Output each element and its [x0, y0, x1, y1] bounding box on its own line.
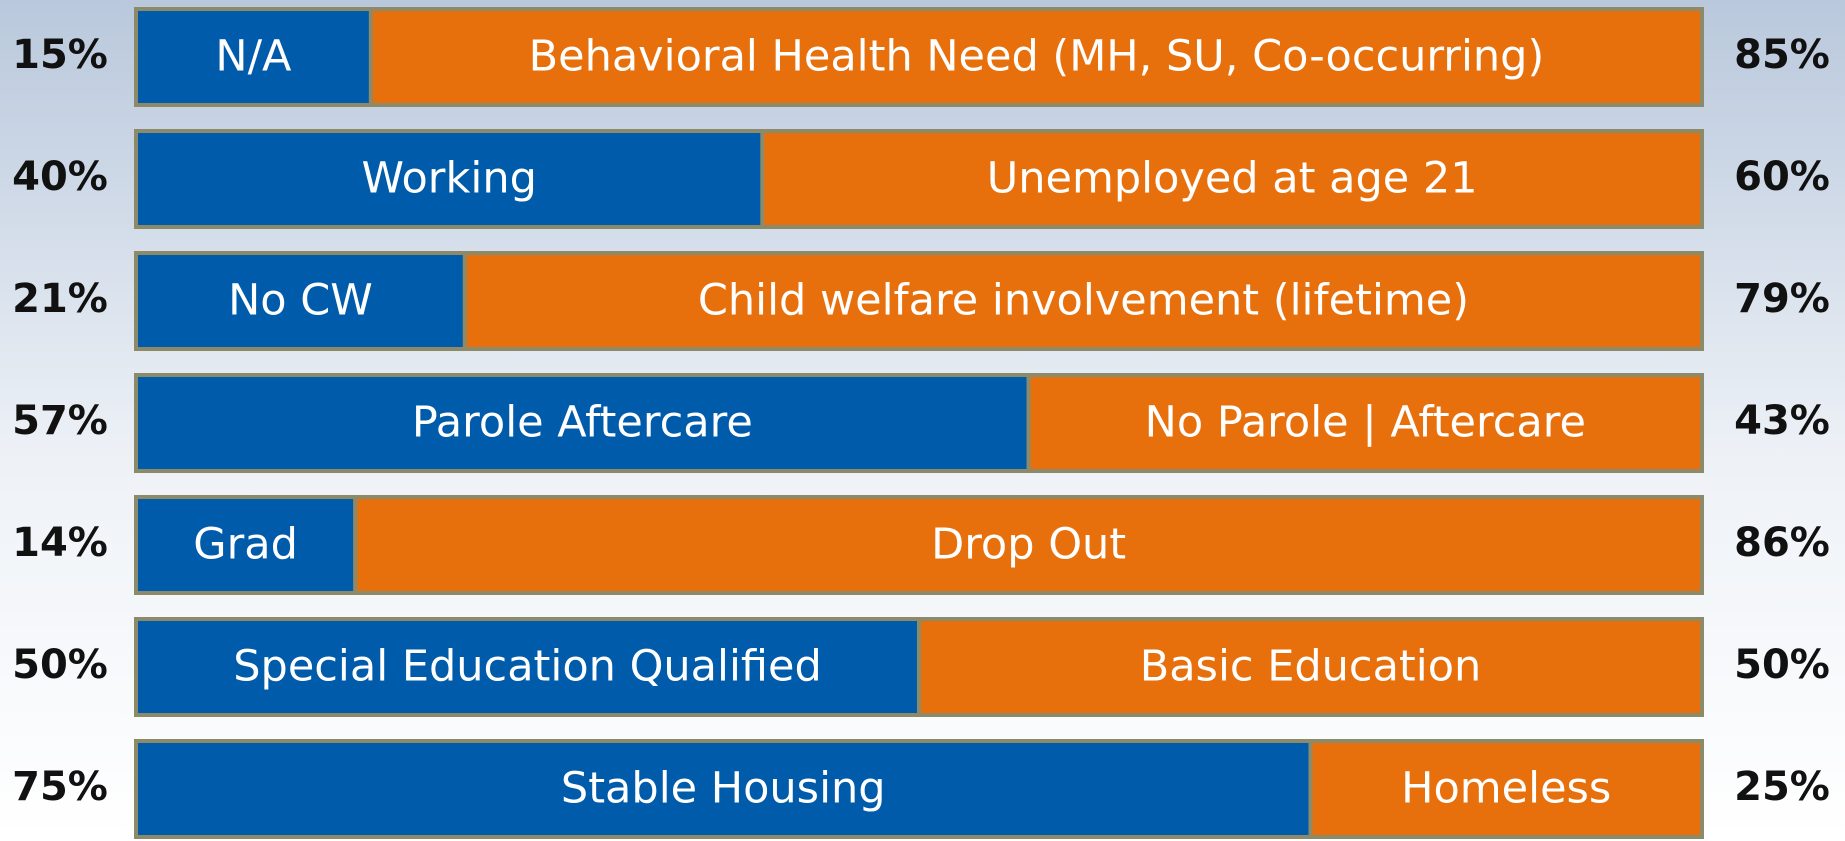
left-percent: 21% [12, 276, 108, 322]
segment-label: Behavioral Health Need (MH, SU, Co-occur… [529, 32, 1545, 82]
bar-segment [134, 129, 765, 229]
right-percent: 25% [1734, 764, 1830, 810]
right-percent: 43% [1734, 398, 1830, 444]
segment-label: Basic Education [1140, 642, 1482, 692]
segment-label: Homeless [1401, 764, 1611, 814]
left-percent: 14% [12, 520, 108, 566]
segment-label: Stable Housing [561, 764, 886, 814]
segment-label: Special Education Qualified [233, 642, 822, 692]
left-percent: 50% [12, 642, 108, 688]
left-percent: 15% [12, 32, 108, 78]
segment-label: N/A [215, 32, 292, 82]
bar-segment [134, 495, 358, 595]
right-percent: 86% [1734, 520, 1830, 566]
segment-label: Working [362, 154, 537, 204]
bar-segment [353, 495, 1704, 595]
segment-label: Parole Aftercare [412, 398, 753, 448]
bar-segment [1026, 373, 1704, 473]
bar-segment [368, 7, 1704, 107]
bar-segment [1308, 739, 1704, 839]
right-percent: 79% [1734, 276, 1830, 322]
bar-segment [462, 251, 1704, 351]
left-percent: 75% [12, 764, 108, 810]
bar-segment [134, 251, 467, 351]
segment-label: Unemployed at age 21 [987, 154, 1478, 204]
bar-segment [760, 129, 1704, 229]
segment-label: No CW [228, 276, 373, 326]
segment-label: No Parole | Aftercare [1145, 398, 1586, 448]
bar-segment [134, 617, 921, 717]
left-percent: 40% [12, 154, 108, 200]
bar-segment [134, 739, 1313, 839]
segment-label: Child welfare involvement (lifetime) [698, 276, 1469, 326]
right-percent: 85% [1734, 32, 1830, 78]
segment-label: Grad [193, 520, 298, 570]
bar-segment [917, 617, 1704, 717]
segment-label: Drop Out [931, 520, 1126, 570]
right-percent: 60% [1734, 154, 1830, 200]
right-percent: 50% [1734, 642, 1830, 688]
bar-segment [134, 7, 373, 107]
left-percent: 57% [12, 398, 108, 444]
